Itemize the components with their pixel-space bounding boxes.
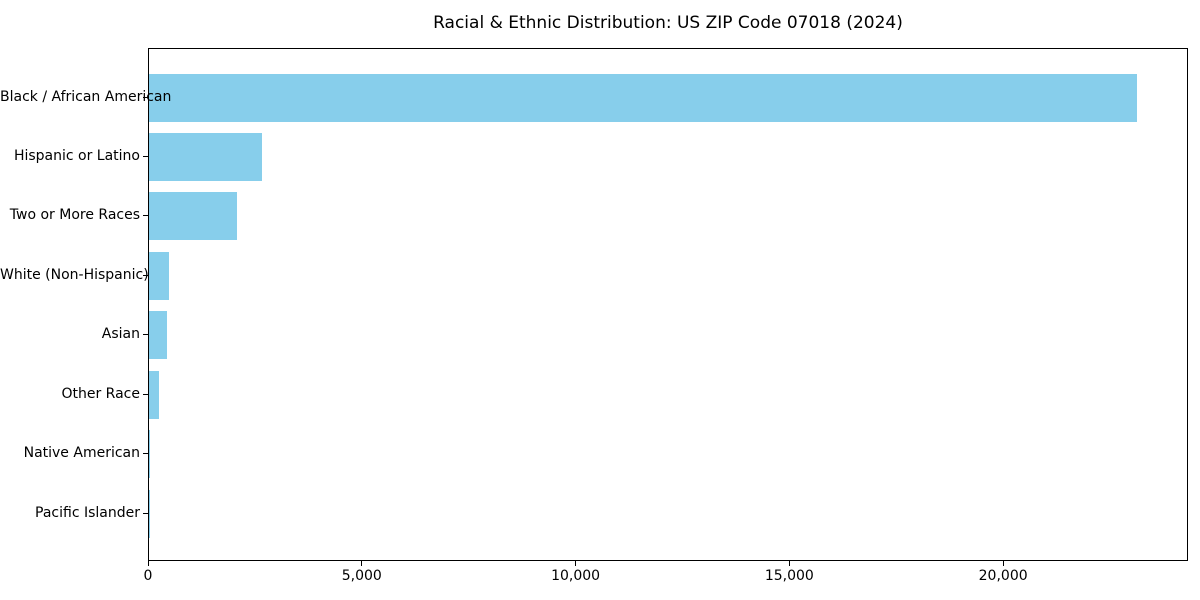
y-tick-mark: [143, 155, 148, 157]
y-category-label: Black / African American: [0, 88, 172, 105]
bar: [149, 370, 160, 419]
bar: [149, 311, 168, 360]
x-tick-label: 15,000: [764, 568, 814, 584]
y-category-label: White (Non-Hispanic): [0, 266, 149, 283]
bar: [149, 192, 238, 241]
x-tick-mark: [575, 561, 577, 566]
x-tick-mark: [147, 561, 149, 566]
y-tick-mark: [143, 334, 148, 336]
x-tick-label: 20,000: [978, 568, 1028, 584]
y-tick-mark: [143, 215, 148, 217]
y-category-label: Pacific Islander: [35, 504, 140, 521]
x-tick-label: 0: [143, 568, 153, 584]
x-tick-mark: [788, 561, 790, 566]
y-tick-mark: [143, 453, 148, 455]
y-category-label: Hispanic or Latino: [13, 147, 140, 164]
chart-title: Racial & Ethnic Distribution: US ZIP Cod…: [433, 13, 903, 33]
y-tick-mark: [143, 274, 148, 276]
bar: [149, 251, 170, 300]
bar: [149, 132, 262, 181]
x-tick-mark: [361, 561, 363, 566]
plot-area: [148, 48, 1188, 561]
y-tick-mark: [143, 96, 148, 98]
y-category-label: Native American: [23, 445, 140, 462]
bar: [149, 430, 150, 479]
y-category-label: Other Race: [61, 385, 140, 402]
y-category-label: Two or More Races: [9, 207, 140, 224]
y-category-label: Asian: [101, 326, 140, 343]
y-tick-mark: [143, 512, 148, 514]
y-tick-mark: [143, 393, 148, 395]
x-tick-label: 5,000: [341, 568, 382, 584]
x-tick-label: 10,000: [551, 568, 601, 584]
x-tick-mark: [1002, 561, 1004, 566]
bar: [149, 73, 1137, 122]
